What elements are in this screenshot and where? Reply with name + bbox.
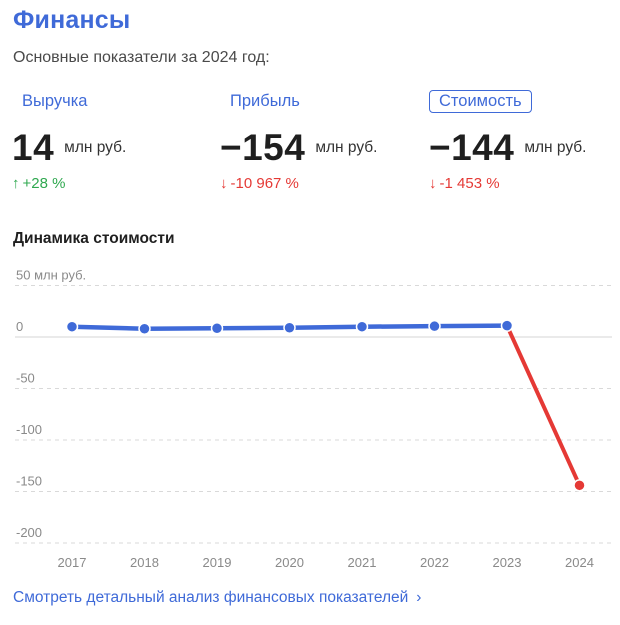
metric-value-row: 14 млн руб. [12, 127, 126, 169]
y-tick-label: -100 [16, 422, 42, 437]
series-segment [214, 325, 292, 331]
metric-unit: млн руб. [64, 139, 127, 156]
x-tick-label: 2020 [275, 555, 304, 570]
series-segment [287, 324, 365, 330]
chart-title: Динамика стоимости [13, 230, 175, 247]
arrow-down-icon: ↓ [429, 175, 437, 192]
metric-value: −144 [429, 127, 515, 168]
series-segment [69, 324, 147, 332]
series-segment [359, 323, 437, 329]
detail-link-label: Смотреть детальный анализ финансовых пок… [13, 589, 409, 606]
metric-change: ↑ +28 % [12, 175, 126, 192]
metric-unit: млн руб. [524, 139, 587, 156]
detail-analysis-link[interactable]: Смотреть детальный анализ финансовых пок… [13, 589, 421, 607]
data-point [500, 319, 514, 332]
y-tick-label: 0 [16, 319, 23, 334]
y-tick-label: -150 [16, 474, 42, 489]
metric-change-value: -10 967 % [230, 175, 299, 192]
data-point [210, 321, 224, 335]
x-tick-label: 2017 [58, 555, 87, 570]
metric-value: −154 [220, 127, 306, 168]
tab-value[interactable]: Стоимость [429, 90, 532, 113]
metric-change: ↓ -1 453 % [429, 175, 586, 192]
y-tick-label: -200 [16, 525, 42, 540]
series-segment [505, 323, 582, 488]
tab-profit[interactable]: Прибыль [230, 92, 300, 110]
series-segment [432, 323, 510, 329]
metric-unit: млн руб. [315, 139, 378, 156]
page-subtitle: Основные показатели за 2024 год: [13, 49, 270, 66]
metric-change-value: -1 453 % [439, 175, 500, 192]
y-tick-label: 50 млн руб. [16, 268, 86, 283]
chevron-right-icon: › [416, 589, 422, 606]
x-tick-label: 2021 [348, 555, 377, 570]
metric-value: 14 [12, 127, 55, 168]
x-tick-label: 2024 [565, 555, 594, 570]
page-title: Финансы [13, 6, 131, 34]
data-point [428, 319, 441, 333]
arrow-up-icon: ↑ [12, 175, 20, 192]
data-point [573, 479, 586, 492]
data-point [138, 322, 151, 336]
y-tick-label: -50 [16, 371, 35, 386]
series-segment [142, 325, 220, 332]
data-point [355, 320, 369, 333]
x-tick-label: 2022 [420, 555, 449, 570]
x-tick-label: 2018 [130, 555, 159, 570]
metric-change: ↓ -10 967 % [220, 175, 377, 192]
metric-change-value: +28 % [22, 175, 66, 192]
data-point [65, 320, 79, 333]
metric-value-row: −154 млн руб. [220, 127, 377, 169]
metric-value-row: −144 млн руб. [429, 127, 586, 169]
x-tick-label: 2019 [203, 555, 232, 570]
metric-revenue: Выручка 14 млн руб. ↑ +28 % [12, 90, 126, 192]
data-point [283, 321, 296, 334]
x-tick-label: 2023 [493, 555, 522, 570]
value-line-chart: 50 млн руб. 0 -50 -100 -150 -200 2017 2018 2019 2… [15, 268, 612, 570]
tab-revenue[interactable]: Выручка [22, 92, 88, 110]
arrow-down-icon: ↓ [220, 175, 228, 192]
metric-profit: Прибыль −154 млн руб. ↓ -10 967 % [220, 90, 377, 192]
metric-value-cost: Стоимость −144 млн руб. ↓ -1 453 % [429, 90, 586, 192]
